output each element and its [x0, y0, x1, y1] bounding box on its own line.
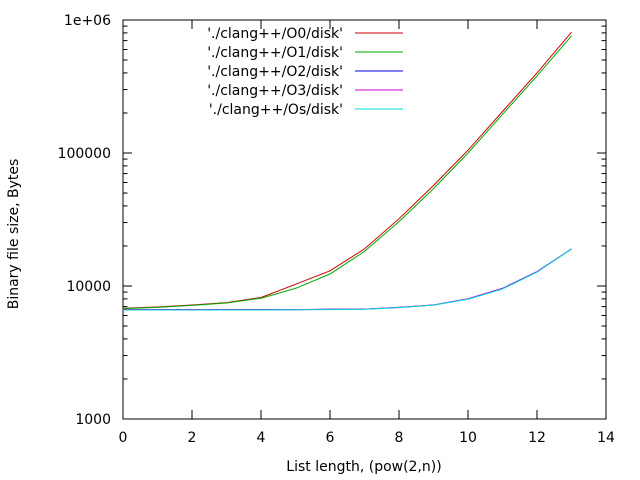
x-tick-label: 2	[188, 430, 197, 446]
legend-label: './clang++/O0/disk'	[207, 26, 343, 42]
x-tick-label: 8	[395, 430, 404, 446]
y-tick-label: 100000	[58, 146, 111, 162]
plot-frame	[122, 19, 607, 420]
legend-label: './clang++/O3/disk'	[207, 83, 343, 99]
x-axis-label: List length, (pow(2,n))	[286, 459, 441, 475]
legend-label: './clang++/Os/disk'	[209, 102, 343, 118]
x-tick-label: 0	[119, 430, 128, 446]
x-tick-label: 6	[326, 430, 335, 446]
plot-border	[122, 19, 607, 420]
legend-label: './clang++/O1/disk'	[207, 45, 343, 61]
x-tick-label: 10	[459, 430, 477, 446]
series-line-2	[122, 35, 572, 310]
series-line-3	[123, 248, 572, 311]
y-tick-label: 1000	[75, 412, 111, 428]
series-lines	[122, 31, 572, 311]
legend: './clang++/O0/disk' './clang++/O1/disk' '.…	[207, 26, 403, 118]
series-line-4	[123, 248, 572, 311]
x-tick-label: 4	[257, 430, 266, 446]
series-line-5	[123, 248, 572, 311]
legend-label: './clang++/O2/disk'	[207, 64, 343, 80]
x-tick-label: 12	[528, 430, 546, 446]
y-tick-label: 1e+06	[64, 13, 111, 29]
series-line-1	[122, 31, 572, 309]
y-tick-label: 10000	[66, 279, 111, 295]
axis-tick-labels: 0 2 4 6 8 10 12 14 1000 10000 100000 1e+06	[58, 13, 615, 446]
y-axis-label: Binary file size, Bytes	[6, 159, 22, 310]
x-tick-label: 14	[597, 430, 615, 446]
axis-ticks	[122, 19, 607, 420]
